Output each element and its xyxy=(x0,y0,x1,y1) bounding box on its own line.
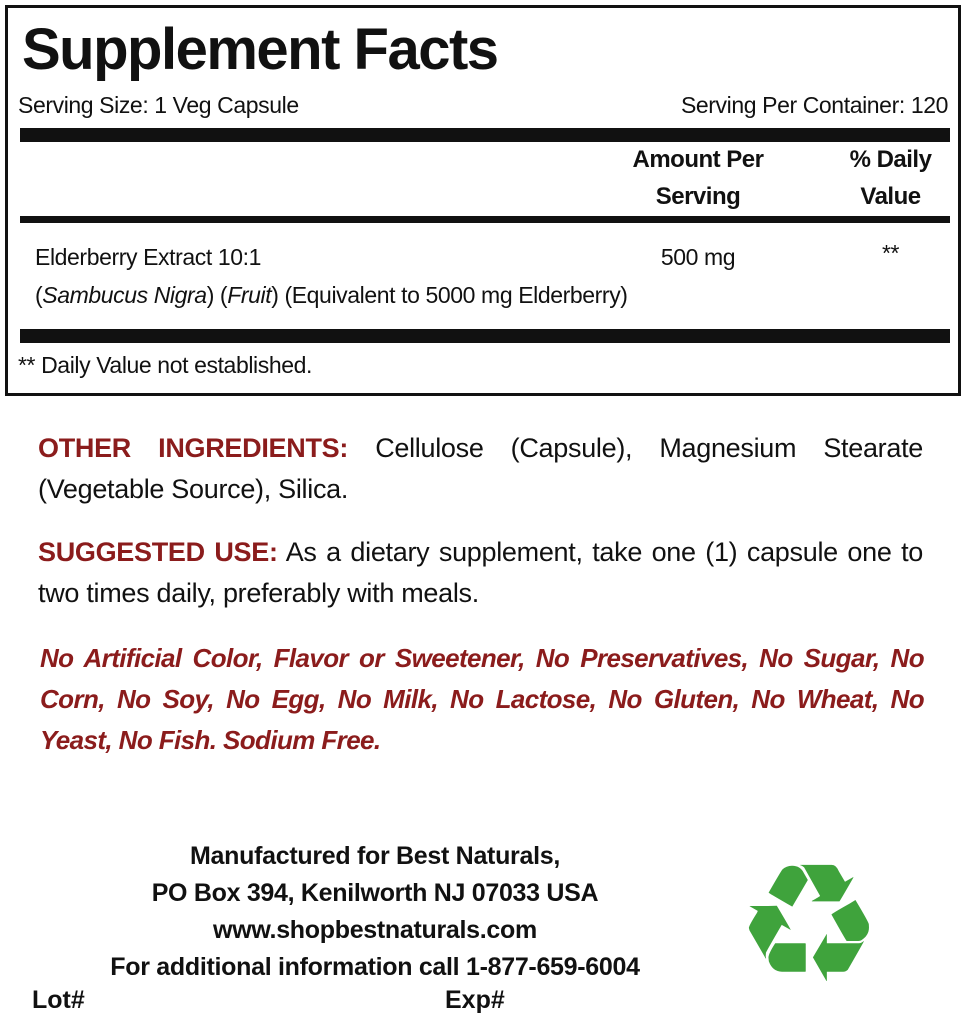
other-ingredients-text: Cellulose (Capsule), Magnesium Stearate … xyxy=(38,433,924,504)
dv-header-line2: Value xyxy=(860,183,921,210)
suggested-use: SUGGESTED USE: As a dietary supplement, … xyxy=(38,532,923,614)
amount-header-line2: Serving xyxy=(655,183,741,210)
suggested-use-text: As a dietary supplement, take one (1) ca… xyxy=(38,537,923,608)
ingredient-amount: 500 mg xyxy=(660,244,736,270)
ingredient-name: Elderberry Extract 10:1 xyxy=(35,244,262,270)
ingredient-dv: ** xyxy=(881,240,900,266)
manufacturer-website: www.shopbestnaturals.com xyxy=(213,916,537,944)
manufacturer-address: PO Box 394, Kenilworth NJ 07033 USA xyxy=(151,879,599,907)
ingredient-detail: (Sambucus Nigra) (Fruit) (Equivalent to … xyxy=(35,282,628,308)
suggested-use-label: SUGGESTED USE: xyxy=(38,537,278,567)
recycle-icon: ♻ xyxy=(735,828,883,1020)
manufacturer-info: Manufactured for Best Naturals, PO Box 3… xyxy=(20,838,730,986)
servings-per-container: Serving Per Container: 120 xyxy=(680,92,948,118)
column-header-amount: Amount Per Serving xyxy=(593,141,803,215)
plant-part: Fruit xyxy=(227,282,272,308)
lot-label: Lot# xyxy=(32,986,85,1014)
amount-header-line1: Amount Per xyxy=(632,146,764,173)
other-ingredients-label: OTHER INGREDIENTS: xyxy=(38,433,349,463)
divider-medium xyxy=(20,216,950,223)
other-ingredients: OTHER INGREDIENTS: Cellulose (Capsule), … xyxy=(38,428,923,510)
manufacturer-line1: Manufactured for Best Naturals, xyxy=(190,842,560,870)
divider-thick xyxy=(20,329,950,343)
exp-label: Exp# xyxy=(445,986,505,1014)
free-from-claims: No Artificial Color, Flavor or Sweetener… xyxy=(40,643,925,755)
supplement-facts-panel: Supplement Facts Serving Size: 1 Veg Cap… xyxy=(5,5,961,396)
manufacturer-phone: For additional information call 1-877-65… xyxy=(110,953,640,981)
column-header-daily-value: % Daily Value xyxy=(833,141,948,215)
panel-title: Supplement Facts xyxy=(22,17,499,82)
footnote: ** Daily Value not established. xyxy=(18,352,313,378)
equivalent: (Equivalent to 5000 mg Elderberry) xyxy=(284,282,628,308)
latin-name: Sambucus Nigra xyxy=(42,282,207,308)
divider-thick xyxy=(20,128,950,142)
dv-header-line1: % Daily xyxy=(849,146,932,173)
serving-size: Serving Size: 1 Veg Capsule xyxy=(18,92,299,118)
